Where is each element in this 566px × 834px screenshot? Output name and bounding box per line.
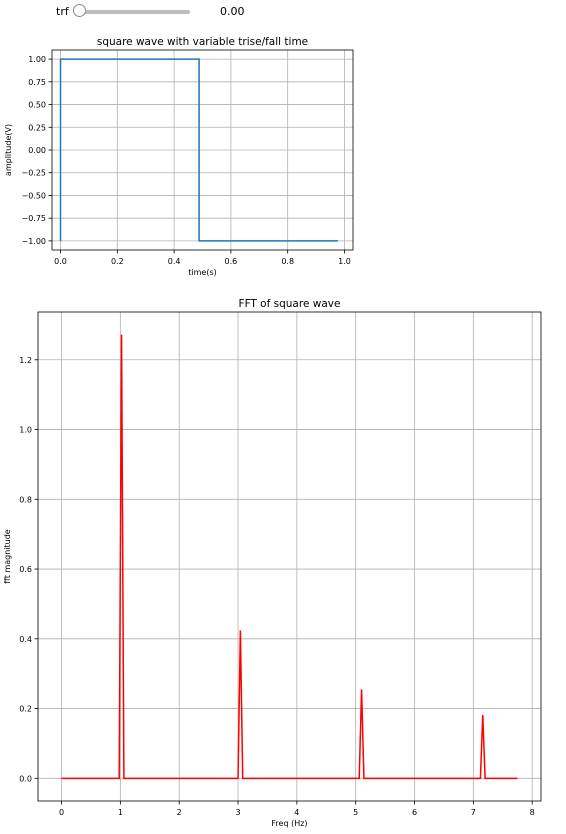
y-axis-label: amplitude(V) [4,124,13,176]
x-tick-label: 0.2 [111,257,124,266]
slider-value-readout: 0.00 [220,5,245,18]
x-tick-label: 0.4 [168,257,181,266]
x-tick-label: 0.0 [54,257,67,266]
x-tick-label: 0.8 [281,257,294,266]
y-tick-label: −1.00 [21,237,46,246]
fft-chart: 0 1 2 3 4 5 6 7 8 0.0 0.2 0.4 0.6 0.8 1.0 1.2 FFT of squ… [3,298,542,828]
y-tick-label: 0.00 [28,146,46,155]
x-axis-label: time(s) [188,268,216,277]
axes-frame [51,49,354,251]
axes-frame [37,311,542,802]
trf-slider-handle[interactable] [73,4,86,17]
x-tick-label: 8 [530,808,535,817]
y-tick-label: −0.50 [21,191,46,200]
x-tick-label: 7 [471,808,476,817]
y-tick-label: 1.0 [19,426,32,435]
slider-row: trf 0.00 [0,0,566,26]
y-tick-label: −0.25 [21,169,46,178]
x-tick-label: 3 [235,808,240,817]
y-tick-label: 0.2 [19,705,32,714]
square-wave-chart: 0.0 0.2 0.4 0.6 0.8 1.0 1.00 0.75 0.50 0.25 0.00 −0… [4,36,354,277]
y-tick-label: 1.2 [19,356,32,365]
x-tick-label: 0 [59,808,64,817]
x-tick-label: 0.6 [225,257,238,266]
x-tick-label: 1 [118,808,123,817]
x-tick-label: 5 [353,808,358,817]
x-tick-label: 6 [412,808,417,817]
y-tick-label: 0.25 [28,123,46,132]
x-tick-label: 2 [177,808,182,817]
y-axis-label: fft magnitude [3,529,12,584]
y-tick-label: 0.50 [28,101,46,110]
y-tick-label: 1.00 [28,55,46,64]
chart-title: square wave with variable trise/fall tim… [97,36,308,48]
trf-slider-track[interactable] [80,10,190,14]
y-tick-label: 0.4 [19,635,32,644]
x-tick-label: 1.0 [338,257,351,266]
y-tick-label: 0.8 [19,495,32,504]
y-tick-label: 0.0 [19,774,32,783]
series-line [59,58,338,242]
y-tick-label: −0.75 [21,214,46,223]
slider-label: trf [56,5,69,18]
chart-title: FFT of square wave [239,298,341,310]
series-line [61,334,518,780]
y-tick-label: 0.75 [28,78,46,87]
y-tick-label: 0.6 [19,565,32,574]
x-axis-label: Freq (Hz) [271,819,307,828]
x-tick-label: 4 [294,808,299,817]
